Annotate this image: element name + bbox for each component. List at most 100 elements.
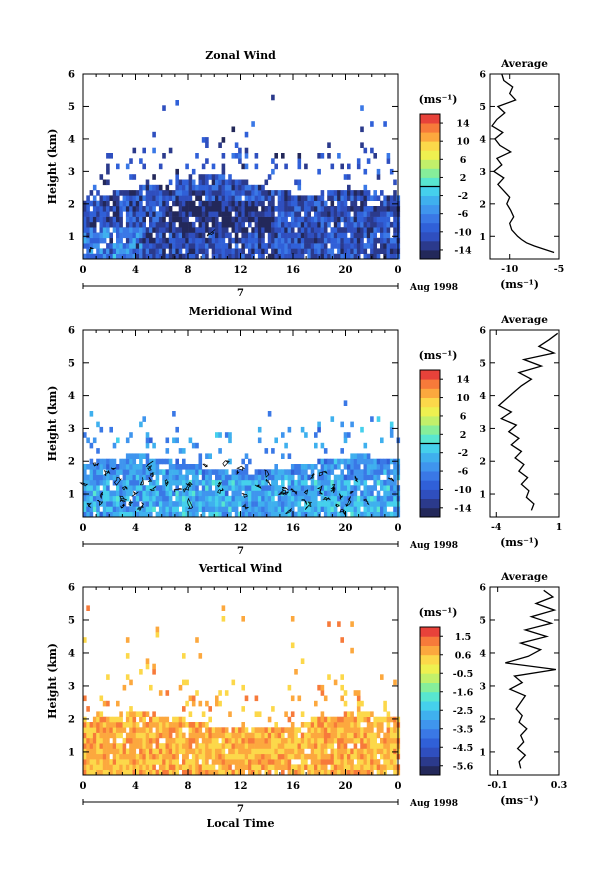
- heatmap-cell: [271, 501, 275, 507]
- heatmap-cell: [145, 190, 150, 196]
- heatmap-cell: [287, 753, 292, 760]
- heatmap-cell: [386, 243, 391, 249]
- heatmap-cell: [83, 716, 87, 723]
- heatmap-cell: [182, 653, 186, 659]
- heatmap-cell: [353, 479, 358, 486]
- heatmap-cell: [284, 243, 288, 249]
- heatmap-cell: [92, 485, 97, 491]
- heatmap-cell: [122, 253, 127, 260]
- contour-line: [304, 501, 312, 510]
- heatmap-cell: [304, 759, 308, 765]
- heatmap-cell: [284, 200, 288, 207]
- heatmap-cell: [333, 232, 338, 239]
- heatmap-cell: [198, 501, 203, 507]
- heatmap-cell: [350, 227, 354, 233]
- heatmap-cell: [261, 237, 265, 244]
- profile-y-tick-label: 4: [479, 391, 486, 402]
- heatmap-cell: [244, 464, 249, 470]
- heatmap-cell: [89, 764, 94, 770]
- heatmap-cell: [241, 163, 245, 170]
- heatmap-cell: [182, 216, 186, 223]
- heatmap-cell: [86, 232, 90, 239]
- heatmap-cell: [393, 179, 397, 186]
- heatmap-cell: [363, 732, 368, 739]
- heatmap-cell: [96, 479, 100, 486]
- heatmap-cell: [380, 753, 384, 760]
- heatmap-cell: [221, 737, 226, 744]
- heatmap-cell: [317, 764, 321, 770]
- heatmap-cell: [96, 474, 100, 481]
- heatmap-cell: [314, 432, 318, 438]
- heatmap-cell: [122, 727, 127, 733]
- heatmap-cell: [165, 195, 170, 201]
- heatmap-cell: [307, 211, 311, 217]
- heatmap-cell: [86, 211, 90, 217]
- heatmap-cell: [366, 764, 371, 770]
- heatmap-cell: [96, 458, 100, 465]
- heatmap-cell: [218, 248, 222, 254]
- heatmap-cell: [383, 753, 387, 760]
- heatmap-cell: [337, 200, 341, 207]
- heatmap-cell: [99, 511, 104, 518]
- heatmap-cell: [304, 469, 308, 475]
- heatmap-cell: [149, 511, 153, 518]
- heatmap-cell: [149, 458, 153, 465]
- heatmap-cell: [248, 200, 252, 207]
- heatmap-cell: [135, 474, 140, 481]
- heatmap-cell: [178, 748, 183, 755]
- heatmap-cell: [129, 511, 133, 518]
- heatmap-cell: [274, 769, 278, 776]
- heatmap-cell: [271, 764, 275, 770]
- heatmap-cell: [96, 753, 100, 760]
- heatmap-cell: [145, 179, 150, 186]
- heatmap-cell: [254, 732, 259, 739]
- heatmap-cell: [208, 732, 212, 739]
- heatmap-cell: [281, 743, 285, 749]
- heatmap-cell: [152, 759, 156, 765]
- heatmap-cell: [83, 432, 87, 438]
- heatmap-cell: [224, 195, 229, 201]
- heatmap-cell: [376, 211, 381, 217]
- heatmap-cell: [241, 474, 245, 481]
- heatmap-cell: [139, 711, 143, 717]
- heatmap-cell: [327, 759, 331, 765]
- heatmap-cell: [261, 748, 265, 755]
- heatmap-cell: [129, 432, 133, 438]
- heatmap-cell: [224, 753, 229, 760]
- heatmap-cell: [228, 764, 232, 770]
- heatmap-cell: [198, 184, 203, 191]
- heatmap-cell: [158, 732, 163, 739]
- heatmap-cell: [165, 506, 170, 512]
- heatmap-cell: [158, 216, 163, 223]
- heatmap-cell: [129, 727, 133, 733]
- heatmap-cell: [383, 121, 387, 127]
- heatmap-cell: [287, 221, 292, 228]
- heatmap-cell: [241, 206, 245, 212]
- heatmap-cell: [310, 490, 315, 497]
- heatmap-cell: [271, 759, 275, 765]
- heatmap-cell: [182, 179, 186, 186]
- heatmap-cell: [340, 200, 344, 207]
- heatmap-cell: [142, 253, 146, 260]
- heatmap-cell: [125, 253, 130, 260]
- heatmap-cell: [304, 753, 308, 760]
- heatmap-cell: [208, 737, 212, 744]
- heatmap-cell: [267, 716, 272, 723]
- heatmap-cell: [370, 748, 374, 755]
- heatmap-cell: [172, 227, 176, 233]
- heatmap-cell: [112, 743, 117, 749]
- heatmap-cell: [125, 753, 130, 760]
- heatmap-cell: [267, 469, 272, 475]
- heatmap-cell: [142, 184, 146, 191]
- heatmap-cell: [191, 753, 196, 760]
- heatmap-cell: [254, 195, 259, 201]
- heatmap-cell: [248, 211, 252, 217]
- heatmap-cell: [244, 253, 249, 260]
- heatmap-cell: [314, 716, 318, 723]
- heatmap-cell: [155, 184, 160, 191]
- heatmap-cell: [356, 748, 361, 755]
- heatmap-cell: [129, 490, 133, 497]
- heatmap-cell: [386, 216, 391, 223]
- heatmap-cell: [191, 221, 196, 228]
- heatmap-cell: [125, 748, 130, 755]
